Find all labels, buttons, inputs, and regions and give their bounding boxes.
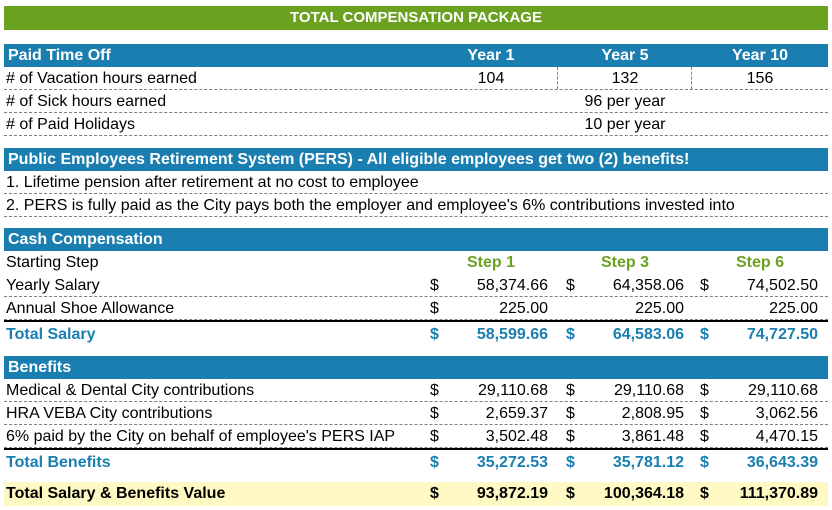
pers-header: Public Employees Retirement System (PERS… <box>4 148 828 171</box>
medical-label: Medical & Dental City contributions <box>6 382 255 399</box>
holidays-value: 10 per year <box>584 116 666 133</box>
cash-header: Cash Compensation <box>4 228 828 251</box>
hra-step3: 2,808.95 <box>621 405 684 422</box>
pers-iap-row: 6% paid by the City on behalf of employe… <box>4 425 828 448</box>
total-salary-row: Total Salary $ 58,599.66 $ 64,583.06 $ 7… <box>4 320 828 345</box>
year1-header: Year 1 <box>467 47 515 64</box>
pers-iap-step1: 3,502.48 <box>485 428 548 445</box>
pers-iap-step3: 3,861.48 <box>621 428 684 445</box>
holidays-row: # of Paid Holidays 10 per year <box>4 113 828 136</box>
pto-header-label: Paid Time Off <box>8 47 111 64</box>
vacation-label: # of Vacation hours earned <box>6 70 197 87</box>
currency-symbol: $ <box>430 405 439 422</box>
pers-header-label: Public Employees Retirement System (PERS… <box>8 151 690 168</box>
shoe-allowance-row: Annual Shoe Allowance $ 225.00 225.00 22… <box>4 297 828 320</box>
currency-symbol: $ <box>566 277 575 294</box>
currency-symbol: $ <box>700 382 709 399</box>
holidays-label: # of Paid Holidays <box>6 116 135 133</box>
total-salary-step1: 58,599.66 <box>476 326 548 343</box>
benefits-header: Benefits <box>4 356 828 379</box>
currency-symbol: $ <box>566 454 575 471</box>
vacation-year10: 156 <box>746 70 774 87</box>
currency-symbol: $ <box>566 405 575 422</box>
pers-item-1-text: 1. Lifetime pension after retirement at … <box>6 174 419 191</box>
step1-header: Step 1 <box>466 254 515 271</box>
step6-header: Step 6 <box>735 254 784 271</box>
currency-symbol: $ <box>566 326 575 343</box>
title-banner: TOTAL COMPENSATION PACKAGE <box>4 6 828 30</box>
step3-header: Step 3 <box>600 254 649 271</box>
grand-total-step6: 111,370.89 <box>739 485 818 502</box>
hra-step6: 3,062.56 <box>755 405 818 422</box>
cash-header-label: Cash Compensation <box>8 231 163 248</box>
vacation-row: # of Vacation hours earned 104 132 156 <box>4 67 828 90</box>
total-salary-step3: 64,583.06 <box>612 326 684 343</box>
year10-header: Year 10 <box>731 47 789 64</box>
pers-item-1: 1. Lifetime pension after retirement at … <box>4 171 828 194</box>
column-divider <box>691 67 692 89</box>
sick-row: # of Sick hours earned 96 per year <box>4 90 828 113</box>
currency-symbol: $ <box>430 428 439 445</box>
pers-iap-step6: 4,470.15 <box>755 428 818 445</box>
yearly-salary-label: Yearly Salary <box>6 277 100 294</box>
sheet-title: TOTAL COMPENSATION PACKAGE <box>290 9 542 26</box>
currency-symbol: $ <box>700 277 709 294</box>
currency-symbol: $ <box>430 277 439 294</box>
starting-step-label: Starting Step <box>6 254 99 271</box>
total-benefits-step3: 35,781.12 <box>612 454 684 471</box>
total-benefits-label: Total Benefits <box>6 454 111 471</box>
currency-symbol: $ <box>700 405 709 422</box>
yearly-salary-step3: 64,358.06 <box>612 277 684 294</box>
grand-total-label: Total Salary & Benefits Value <box>6 485 226 502</box>
yearly-salary-step6: 74,502.50 <box>746 277 818 294</box>
starting-step-row: Starting Step Step 1 Step 3 Step 6 <box>4 251 828 274</box>
medical-step3: 29,110.68 <box>614 382 684 399</box>
grand-total-step3: 100,364.18 <box>603 485 684 502</box>
currency-symbol: $ <box>700 485 709 502</box>
vacation-year1: 104 <box>477 70 505 87</box>
currency-symbol: $ <box>566 428 575 445</box>
benefits-header-label: Benefits <box>8 359 72 376</box>
medical-step6: 29,110.68 <box>748 382 818 399</box>
shoe-allowance-step1: 225.00 <box>499 300 548 317</box>
currency-symbol: $ <box>430 326 439 343</box>
total-benefits-row: Total Benefits $ 35,272.53 $ 35,781.12 $… <box>4 448 828 473</box>
hra-label: HRA VEBA City contributions <box>6 405 213 422</box>
total-salary-label: Total Salary <box>6 326 96 343</box>
medical-row: Medical & Dental City contributions $ 29… <box>4 379 828 402</box>
column-divider <box>557 67 558 89</box>
total-benefits-step1: 35,272.53 <box>476 454 548 471</box>
currency-symbol: $ <box>700 428 709 445</box>
currency-symbol: $ <box>700 326 709 343</box>
vacation-year5: 132 <box>611 70 639 87</box>
currency-symbol: $ <box>430 485 439 502</box>
shoe-allowance-step6: 225.00 <box>769 300 818 317</box>
shoe-allowance-step3: 225.00 <box>635 300 684 317</box>
currency-symbol: $ <box>430 382 439 399</box>
currency-symbol: $ <box>430 454 439 471</box>
grand-total-step1: 93,872.19 <box>476 485 548 502</box>
sick-label: # of Sick hours earned <box>6 93 167 110</box>
total-benefits-step6: 36,643.39 <box>746 454 818 471</box>
pto-header: Paid Time Off Year 1 Year 5 Year 10 <box>4 44 828 67</box>
yearly-salary-row: Yearly Salary $ 58,374.66 $ 64,358.06 $ … <box>4 274 828 297</box>
total-salary-step6: 74,727.50 <box>746 326 818 343</box>
year5-header: Year 5 <box>601 47 649 64</box>
shoe-allowance-label: Annual Shoe Allowance <box>6 300 175 317</box>
pers-item-2-text: 2. PERS is fully paid as the City pays b… <box>6 197 735 214</box>
medical-step1: 29,110.68 <box>478 382 548 399</box>
grand-total-row: Total Salary & Benefits Value $ 93,872.1… <box>4 482 828 506</box>
pers-iap-label: 6% paid by the City on behalf of employe… <box>6 428 396 445</box>
sick-value: 96 per year <box>584 93 666 110</box>
currency-symbol: $ <box>700 454 709 471</box>
pers-item-2: 2. PERS is fully paid as the City pays b… <box>4 194 828 217</box>
currency-symbol: $ <box>430 300 439 317</box>
currency-symbol: $ <box>566 382 575 399</box>
hra-row: HRA VEBA City contributions $ 2,659.37 $… <box>4 402 828 425</box>
hra-step1: 2,659.37 <box>485 405 548 422</box>
yearly-salary-step1: 58,374.66 <box>476 277 548 294</box>
currency-symbol: $ <box>566 485 575 502</box>
